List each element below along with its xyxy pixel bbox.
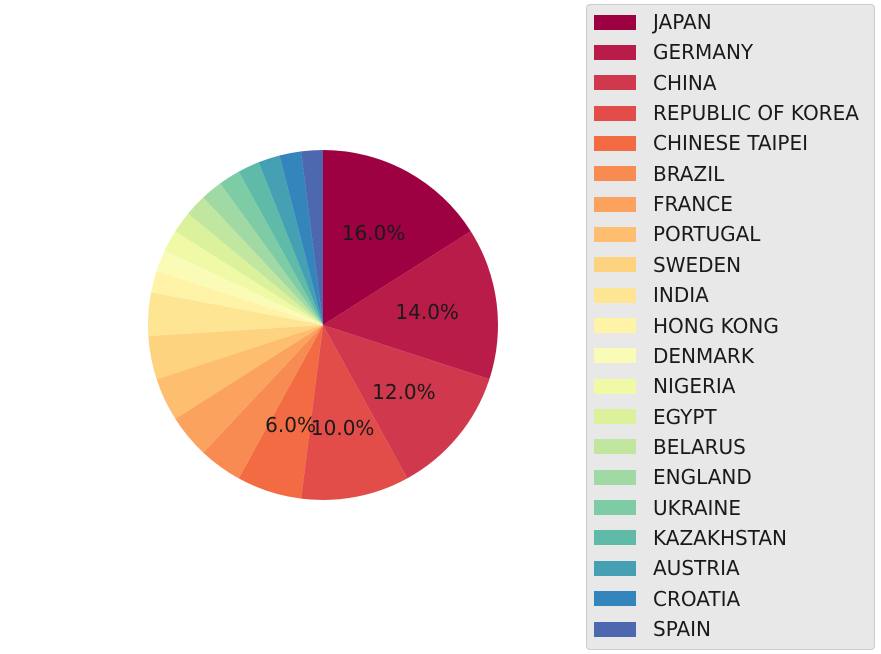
- legend-label: SPAIN: [653, 617, 712, 641]
- legend-swatch: [594, 318, 636, 333]
- legend-label: BELARUS: [653, 434, 746, 459]
- legend-label: CHINESE TAIPEI: [653, 131, 809, 156]
- pie-slice-chinese-taipei: [238, 325, 323, 499]
- pie-chart: 16.0% 14.0% 12.0% 10.0%6.0%: [148, 150, 498, 501]
- legend-item: CHINA: [594, 70, 717, 95]
- pie-slice-japan: [323, 150, 471, 325]
- pie-slice-sweden: [148, 325, 323, 380]
- legend-item: KAZAKHSTAN: [594, 525, 787, 550]
- pie-slice-china: [323, 325, 490, 479]
- legend-label: INDIA: [653, 283, 709, 308]
- legend: JAPAN GERMANY CHINA REPUBLIC OF KOREA CHINES…: [586, 4, 875, 650]
- legend-label: AUSTRIA: [653, 556, 740, 581]
- legend-label: EGYPT: [653, 404, 717, 429]
- pie-slice-austria: [258, 155, 323, 325]
- pie-slices: [148, 150, 498, 501]
- legend-label: FRANCE: [653, 192, 733, 217]
- legend-label: NIGERIA: [653, 374, 736, 399]
- legend-item: HONG KONG: [594, 313, 779, 338]
- legend-item: GERMANY: [594, 40, 754, 65]
- pie-percent-labels: 16.0% 14.0% 12.0% 10.0%6.0%: [265, 221, 459, 440]
- legend-label: KAZAKHSTAN: [653, 525, 787, 550]
- legend-item: SPAIN: [594, 617, 712, 641]
- pie-slice-ukraine: [220, 171, 323, 325]
- legend-label: GERMANY: [653, 40, 754, 65]
- legend-swatch: [594, 591, 636, 607]
- pie-slice-portugal: [156, 325, 323, 419]
- legend-item: CHINESE TAIPEI: [594, 131, 809, 156]
- legend-item: BRAZIL: [594, 161, 725, 186]
- pie-percent-label: 14.0%: [395, 300, 459, 324]
- legend-label: CHINA: [653, 70, 717, 95]
- legend-item: DENMARK: [594, 343, 754, 368]
- legend-swatch: [594, 166, 636, 182]
- pie-slice-england: [203, 183, 323, 325]
- legend-swatch: [594, 439, 636, 455]
- legend-swatch: [594, 530, 636, 546]
- legend-item: SWEDEN: [594, 252, 742, 277]
- legend-item: EGYPT: [594, 404, 717, 429]
- pie-slice-denmark: [156, 250, 323, 325]
- legend-swatch: [594, 14, 636, 30]
- legend-item: INDIA: [594, 283, 709, 308]
- legend-swatch: [594, 226, 636, 242]
- pie-percent-label: 12.0%: [372, 380, 436, 404]
- legend-swatch: [594, 621, 636, 637]
- legend-swatch: [594, 560, 636, 576]
- legend-item: FRANCE: [594, 192, 733, 217]
- legend-item: JAPAN: [594, 10, 712, 34]
- legend-swatch: [594, 257, 636, 273]
- pie-slice-republic-of-korea: [301, 325, 408, 501]
- pie-slice-brazil: [203, 325, 323, 479]
- legend-swatch: [594, 409, 636, 425]
- pie-slice-belarus: [188, 197, 323, 325]
- legend-item: CROATIA: [594, 586, 741, 611]
- legend-swatch: [594, 287, 636, 303]
- legend-swatch: [594, 75, 636, 91]
- pie-slice-germany: [323, 231, 498, 380]
- legend-swatch: [594, 500, 636, 516]
- legend-label: SWEDEN: [653, 252, 742, 277]
- pie-percent-label: 6.0%: [265, 413, 316, 437]
- pie-percent-label: 16.0%: [342, 221, 406, 245]
- pie-slice-egypt: [175, 213, 323, 325]
- pie-slice-india: [148, 292, 323, 336]
- legend-swatch: [594, 378, 636, 394]
- pie-slice-hong-kong: [151, 270, 323, 325]
- legend-label: BRAZIL: [653, 161, 725, 186]
- legend-item: REPUBLIC OF KOREA: [594, 101, 859, 126]
- legend-label: PORTUGAL: [653, 222, 761, 247]
- legend-item: ENGLAND: [594, 465, 752, 490]
- legend-label: CROATIA: [653, 586, 741, 611]
- pie-slice-spain: [301, 150, 323, 325]
- pie-slice-croatia: [279, 151, 323, 325]
- legend-swatch: [594, 196, 636, 212]
- pie-slice-france: [175, 325, 323, 453]
- legend-label: UKRAINE: [653, 495, 742, 520]
- legend-swatch: [594, 135, 636, 151]
- pie-percent-label: 10.0%: [311, 416, 375, 440]
- legend-swatch: [594, 44, 636, 60]
- legend-item: UKRAINE: [594, 495, 742, 520]
- legend-label: DENMARK: [653, 343, 754, 368]
- legend-swatch: [594, 469, 636, 485]
- legend-item: BELARUS: [594, 434, 746, 459]
- legend-swatch: [594, 348, 636, 364]
- legend-label: HONG KONG: [653, 313, 779, 338]
- legend-item: NIGERIA: [594, 374, 736, 399]
- pie-slice-kazakhstan: [238, 162, 323, 325]
- pie-slice-nigeria: [164, 231, 323, 325]
- legend-label: JAPAN: [653, 10, 712, 34]
- legend-label: ENGLAND: [653, 465, 752, 490]
- legend-label: REPUBLIC OF KOREA: [653, 101, 859, 126]
- legend-item: PORTUGAL: [594, 222, 761, 247]
- legend-swatch: [594, 105, 636, 121]
- legend-item: AUSTRIA: [594, 556, 740, 581]
